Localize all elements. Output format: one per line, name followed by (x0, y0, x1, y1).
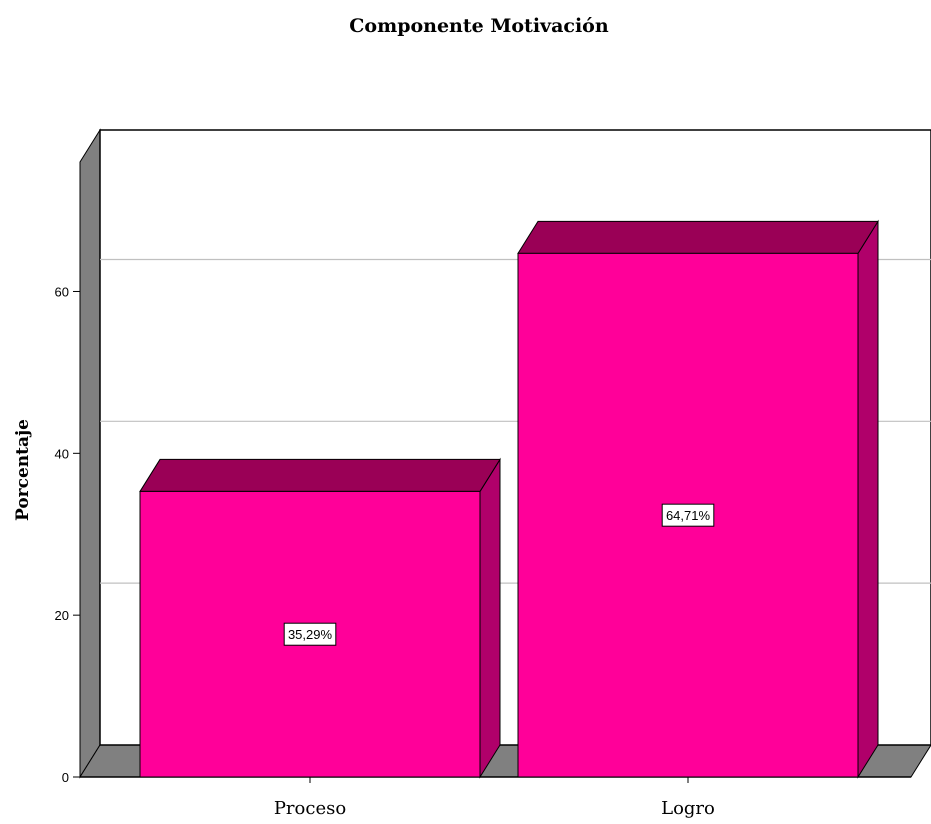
left-wall (79, 128, 101, 779)
chart-title: Componente Motivación (349, 15, 609, 37)
bar-proceso: 35,29% (139, 457, 501, 779)
bars: 35,29% 64,71% (139, 219, 879, 779)
data-label-text: 35,29% (288, 627, 333, 642)
y-tick-label: 20 (55, 608, 69, 623)
y-tick-label: 60 (55, 284, 69, 299)
bar-side (857, 219, 879, 779)
x-axis-categories: Proceso Logro (274, 777, 715, 819)
bar-logro: 64,71% (517, 219, 879, 779)
y-tick-label: 0 (62, 770, 69, 785)
x-category-label: Logro (661, 798, 715, 819)
data-label-text: 64,71% (666, 508, 711, 523)
x-category-label: Proceso (274, 798, 346, 819)
y-axis-ticks: 0 20 40 60 (55, 284, 80, 785)
data-label-box (283, 622, 337, 646)
data-label: 64,71% (661, 503, 715, 527)
y-tick-label: 40 (55, 446, 69, 461)
bar-top (517, 220, 879, 254)
bar-top (139, 458, 501, 492)
bar-side (479, 457, 501, 779)
data-label-box (661, 503, 715, 527)
data-label: 35,29% (283, 622, 337, 646)
y-axis-label: Porcentaje (13, 419, 33, 521)
